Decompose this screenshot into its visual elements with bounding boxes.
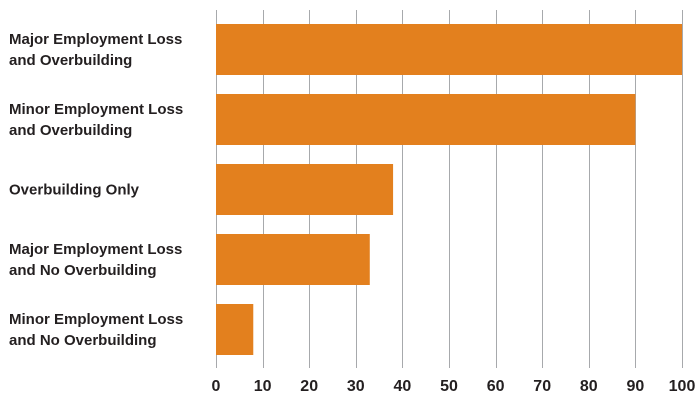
category-label: and No Overbuilding [9, 262, 157, 279]
x-tick-label: 30 [347, 378, 365, 395]
category-label: Major Employment Loss [9, 241, 182, 258]
x-tick-label: 70 [533, 378, 551, 395]
x-tick-label: 10 [254, 378, 272, 395]
category-label: and No Overbuilding [9, 332, 157, 349]
category-label: Major Employment Loss [9, 31, 182, 48]
category-label: and Overbuilding [9, 122, 132, 139]
x-tick-label: 0 [212, 378, 221, 395]
x-tick-label: 60 [487, 378, 505, 395]
x-tick-labels: 0 10 20 30 40 50 60 70 80 90 100 [212, 378, 696, 395]
x-tick-label: 20 [300, 378, 318, 395]
x-tick-label: 90 [627, 378, 645, 395]
category-label: and Overbuilding [9, 52, 132, 69]
bar [216, 234, 370, 285]
category-labels: Major Employment Loss and Overbuilding Min… [9, 31, 183, 349]
x-tick-label: 80 [580, 378, 598, 395]
bars [216, 24, 682, 355]
category-label: Minor Employment Loss [9, 101, 183, 118]
category-label: Overbuilding Only [9, 182, 140, 199]
bar [216, 304, 254, 355]
x-tick-label: 50 [440, 378, 458, 395]
bar [216, 24, 682, 75]
x-tick-label: 100 [669, 378, 696, 395]
x-tick-label: 40 [394, 378, 412, 395]
bar [216, 164, 394, 215]
bar [216, 94, 636, 145]
category-label: Minor Employment Loss [9, 311, 183, 328]
